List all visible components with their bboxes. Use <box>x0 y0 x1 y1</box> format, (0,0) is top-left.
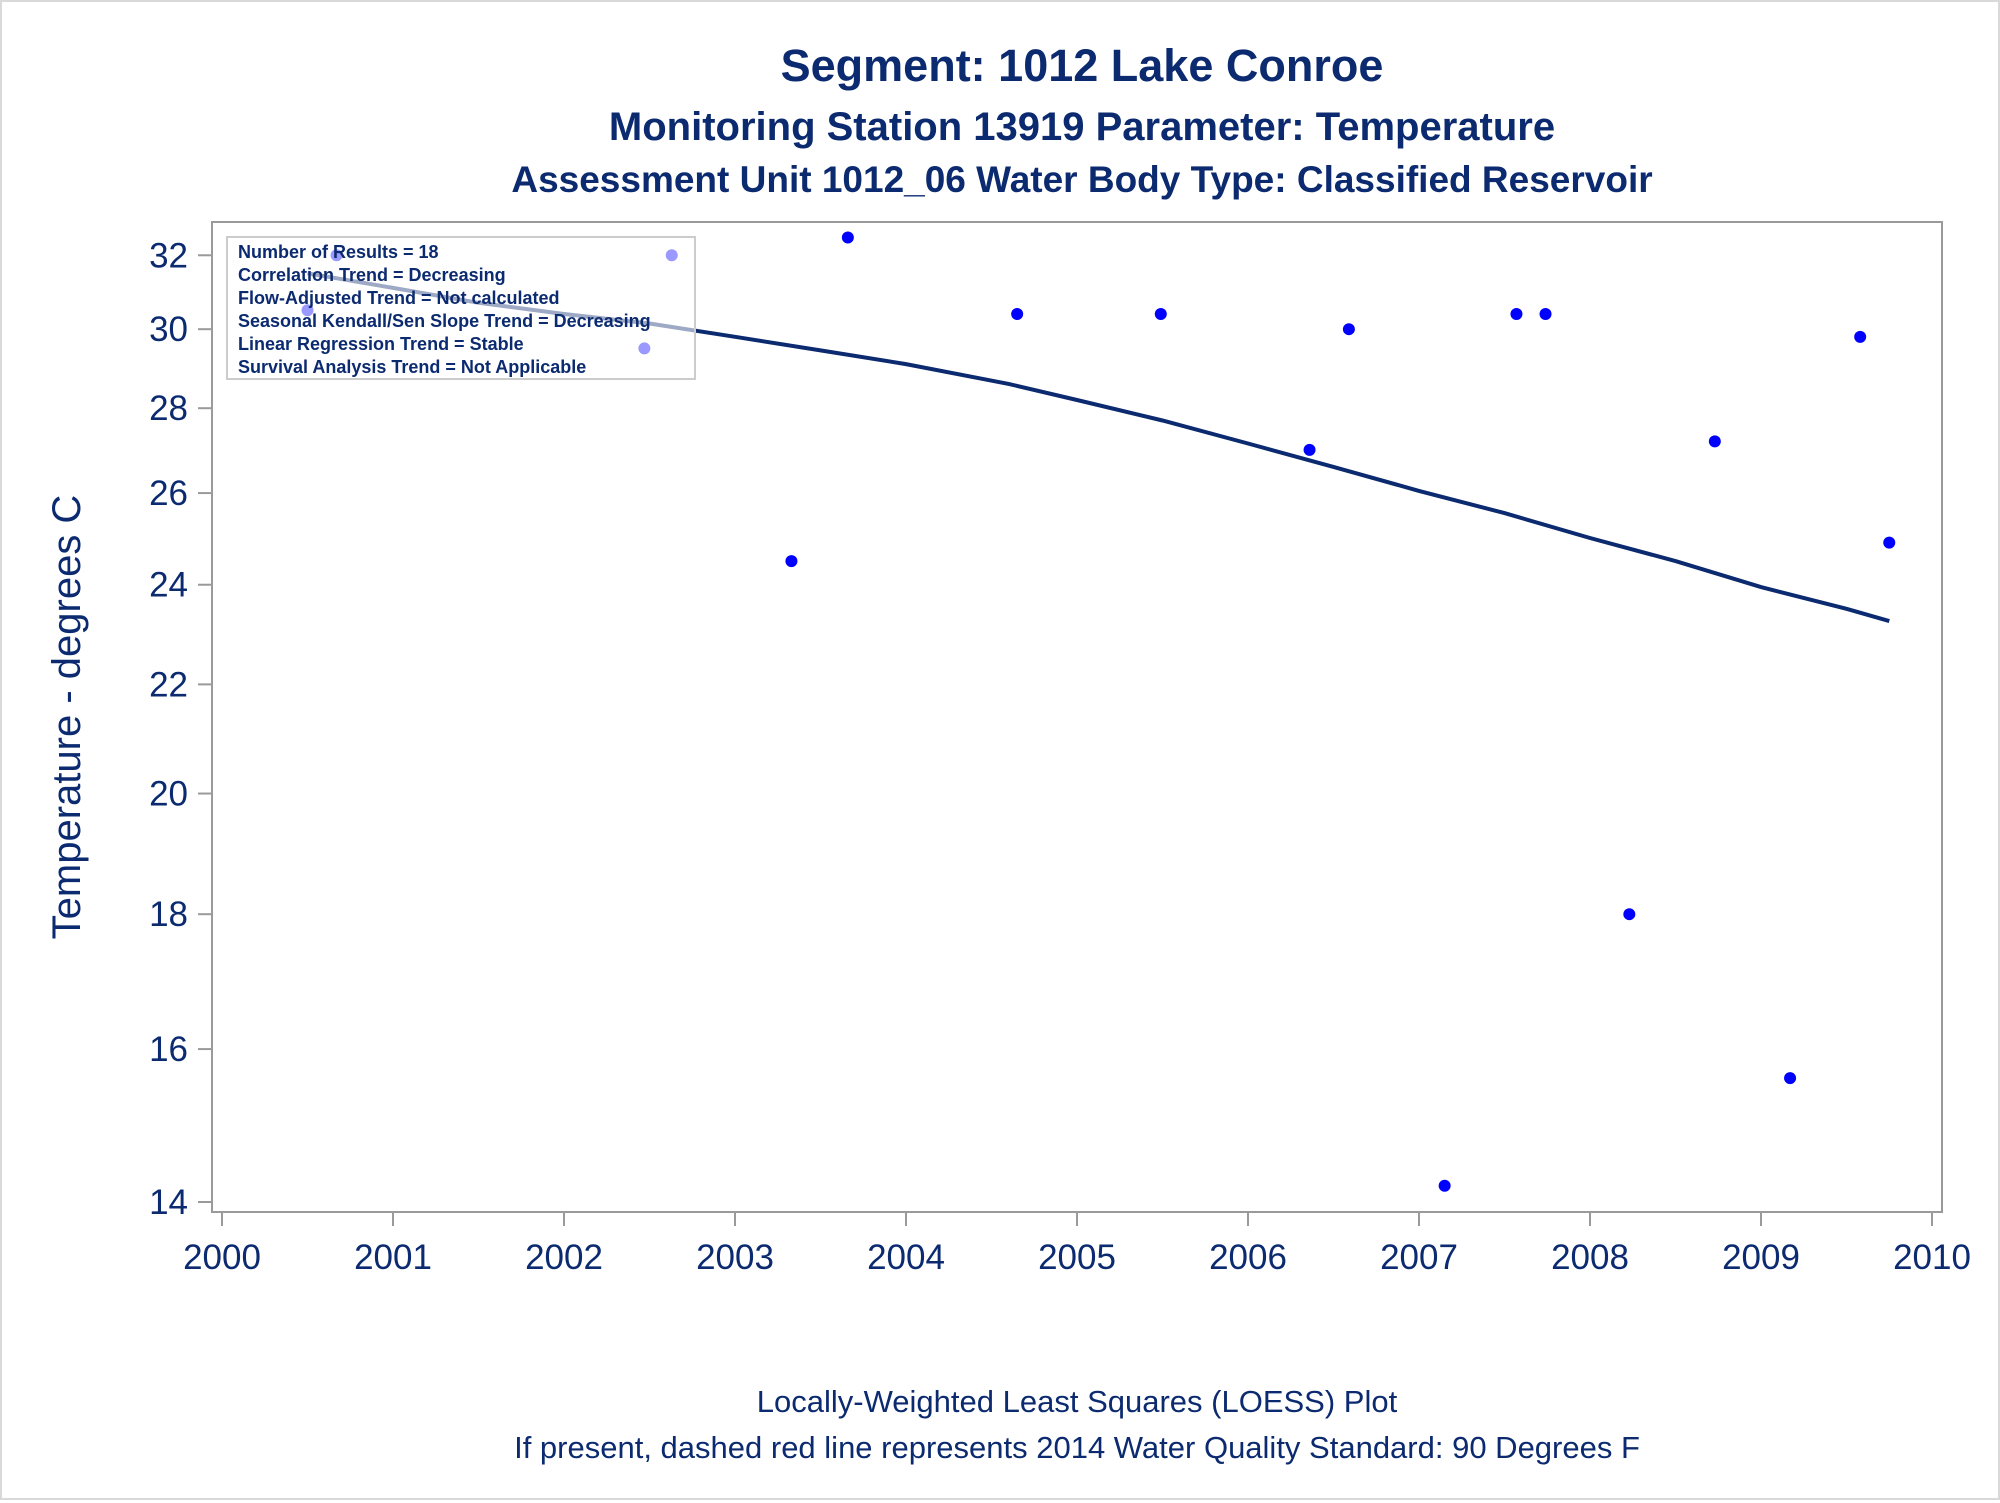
trend-annotation: Flow-Adjusted Trend = Not calculated <box>238 288 560 308</box>
x-tick-label: 2000 <box>183 1238 261 1277</box>
data-point <box>1154 308 1167 321</box>
data-point <box>1784 1072 1797 1085</box>
y-tick-label: 18 <box>149 895 188 934</box>
x-tick-label: 2004 <box>867 1238 945 1277</box>
y-tick-label: 14 <box>149 1183 188 1222</box>
x-tick-label: 2001 <box>354 1238 432 1277</box>
x-tick-label: 2003 <box>696 1238 774 1277</box>
data-point <box>1438 1179 1451 1192</box>
y-tick-label: 32 <box>149 236 188 275</box>
y-axis-label: Temperature - degrees C <box>45 495 89 940</box>
data-point <box>1708 435 1721 448</box>
data-point <box>1011 308 1024 321</box>
chart-title: Segment: 1012 Lake Conroe <box>781 40 1384 91</box>
data-point <box>1883 536 1896 549</box>
x-tick-label: 2002 <box>525 1238 603 1277</box>
trend-annotation: Seasonal Kendall/Sen Slope Trend = Decre… <box>238 311 651 331</box>
y-tick-label: 26 <box>149 474 188 513</box>
y-tick-label: 30 <box>149 310 188 349</box>
x-tick-label: 2008 <box>1551 1238 1629 1277</box>
trend-annotation: Survival Analysis Trend = Not Applicable <box>238 357 586 377</box>
data-point <box>1510 308 1523 321</box>
x-axis: 2000 2001 2002 2003 2004 2005 2006 2007 2008 2009… <box>183 1212 1971 1277</box>
data-point <box>1854 330 1867 343</box>
footnote-loess: Locally-Weighted Least Squares (LOESS) P… <box>757 1384 1398 1419</box>
y-tick-label: 24 <box>149 566 188 605</box>
trend-info-box <box>226 236 696 380</box>
data-point <box>785 555 798 568</box>
x-tick-label: 2010 <box>1893 1238 1971 1277</box>
data-point <box>1303 443 1316 456</box>
x-tick-label: 2009 <box>1722 1238 1800 1277</box>
data-point <box>1623 908 1636 921</box>
chart-subtitle-2: Assessment Unit 1012_06 Water Body Type:… <box>511 159 1652 200</box>
footnote-standard: If present, dashed red line represents 2… <box>514 1430 1640 1465</box>
y-tick-label: 28 <box>149 389 188 428</box>
trend-annotation: Correlation Trend = Decreasing <box>238 265 506 285</box>
y-tick-label: 20 <box>149 775 188 814</box>
y-tick-label: 22 <box>149 665 188 704</box>
y-axis: 14 16 18 20 22 24 26 28 30 32 <box>149 236 212 1222</box>
x-tick-label: 2007 <box>1380 1238 1458 1277</box>
trend-annotation: Number of Results = 18 <box>238 242 439 262</box>
chart-subtitle: Monitoring Station 13919 Parameter: Temp… <box>609 105 1555 149</box>
trend-annotations: Number of Results = 18 Correlation Trend … <box>238 242 651 377</box>
x-tick-label: 2005 <box>1038 1238 1116 1277</box>
x-tick-label: 2006 <box>1209 1238 1287 1277</box>
data-point <box>1539 308 1552 321</box>
data-point <box>841 231 854 244</box>
trend-annotation: Linear Regression Trend = Stable <box>238 334 524 354</box>
y-tick-label: 16 <box>149 1030 188 1069</box>
data-point <box>1342 323 1355 336</box>
